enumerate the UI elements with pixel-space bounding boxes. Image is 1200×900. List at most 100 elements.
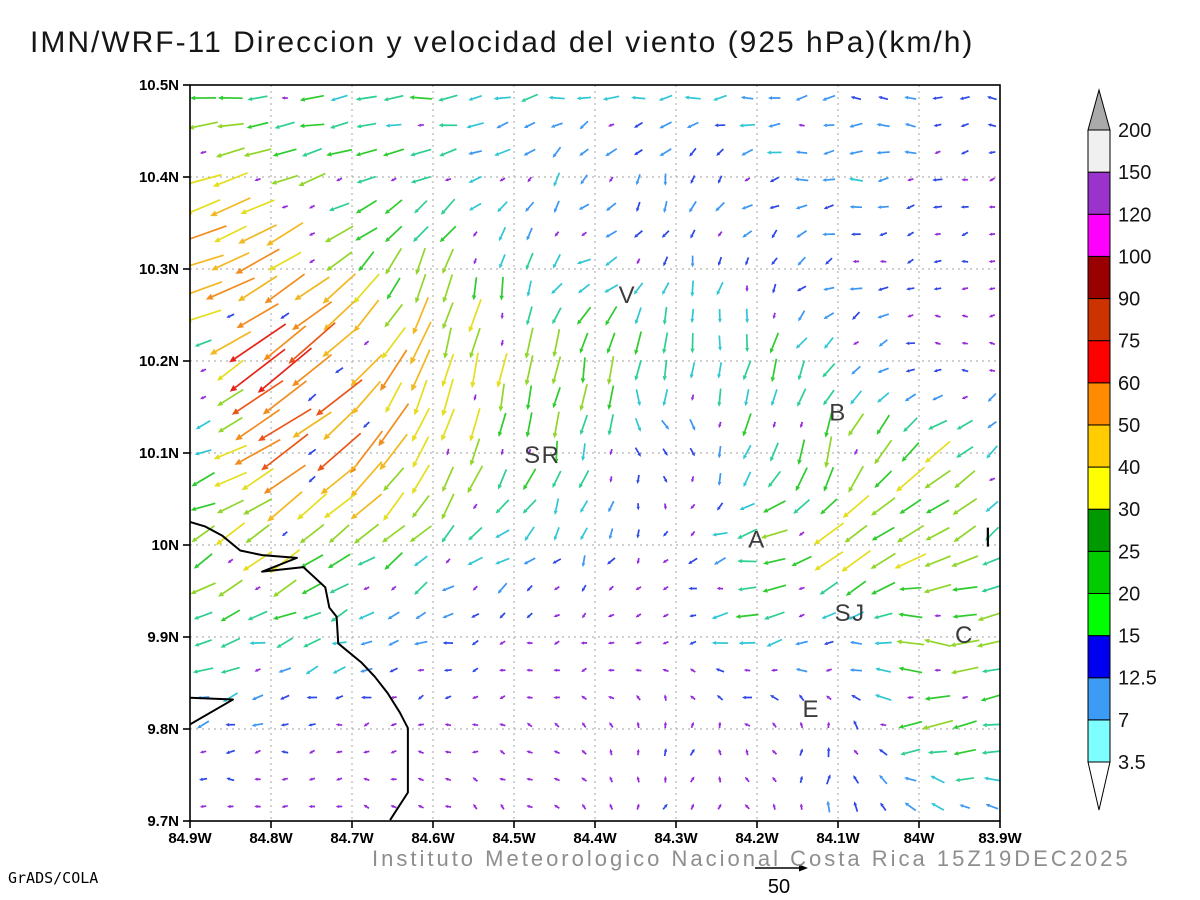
wind-arrow (553, 750, 560, 755)
wind-arrow (297, 492, 328, 520)
wind-arrow (444, 695, 452, 699)
wind-arrow (242, 550, 273, 571)
wind-arrow (663, 694, 668, 701)
wind-arrow (336, 177, 343, 182)
wind-arrow (190, 582, 216, 595)
wind-arrow (769, 694, 779, 701)
wind-arrow (302, 611, 322, 620)
wind-arrow (740, 95, 754, 100)
wind-arrow (309, 258, 315, 264)
wind-arrow (499, 640, 506, 645)
wind-arrow (320, 463, 358, 495)
grads-cola-watermark: GrADS/COLA (8, 869, 99, 887)
wind-arrow (245, 524, 270, 544)
wind-arrow (742, 230, 753, 238)
wind-arrow (662, 475, 668, 483)
wind-arrow (525, 201, 535, 212)
wind-arrow (468, 95, 483, 101)
wind-arrow (209, 330, 252, 355)
wind-arrow (500, 312, 504, 320)
wind-arrow (906, 287, 915, 291)
wind-arrow (468, 175, 482, 183)
wind-arrow (552, 307, 562, 325)
wind-arrow (267, 491, 303, 522)
wind-arrow (904, 393, 917, 402)
wind-arrow (823, 640, 834, 645)
wind-arrow (770, 668, 778, 672)
wind-arrow (636, 503, 640, 511)
wind-arrow (714, 123, 726, 128)
city-label: E (803, 696, 821, 723)
wind-arrow (961, 368, 969, 373)
wind-arrow (770, 358, 778, 383)
wind-arrow (636, 803, 640, 810)
wind-arrow (308, 749, 316, 754)
wind-arrow (988, 259, 996, 264)
wind-arrow (799, 721, 804, 729)
wind-arrow (580, 500, 589, 513)
wind-arrow (848, 177, 863, 182)
city-label: C (955, 622, 974, 649)
wind-arrow (961, 287, 969, 291)
wind-arrow (879, 259, 887, 264)
wind-arrow (961, 341, 968, 345)
wind-arrow (876, 150, 890, 155)
wind-arrow (579, 384, 588, 412)
wind-arrow (264, 273, 306, 304)
wind-arrow (580, 641, 588, 645)
colorbar-label: 150 (1118, 162, 1151, 184)
wind-arrow (813, 522, 844, 545)
wind-arrow (197, 720, 210, 729)
wind-arrow (689, 147, 697, 157)
wind-arrow (211, 251, 250, 271)
colorbar-label: 30 (1118, 499, 1140, 521)
wind-arrow (983, 776, 1000, 782)
wind-arrow (389, 667, 398, 673)
wind-arrow (822, 232, 836, 237)
wind-arrow (308, 204, 316, 209)
wind-arrow (335, 804, 343, 809)
wind-arrow (294, 276, 330, 301)
wind-arrow (951, 586, 978, 592)
wind-arrow (357, 556, 376, 566)
wind-arrow (772, 283, 777, 294)
wind-arrow (796, 230, 808, 238)
wind-arrow (934, 314, 941, 318)
wind-arrow (276, 637, 294, 648)
wind-arrow (634, 360, 642, 381)
wind-arrow (383, 467, 405, 492)
wind-arrow (411, 349, 431, 392)
wind-arrow (235, 248, 280, 274)
wind-arrow (360, 640, 373, 646)
wind-arrow (927, 419, 948, 430)
wind-arrow (272, 579, 297, 598)
city-label: V (619, 282, 637, 309)
wind-arrow (335, 695, 344, 700)
wind-arrow (760, 529, 788, 539)
wind-arrow (553, 804, 560, 809)
wind-arrow (554, 231, 560, 237)
wind-arrow (634, 230, 643, 238)
wind-arrow (200, 395, 207, 400)
wind-arrow (686, 121, 699, 129)
wind-arrow (952, 720, 977, 730)
wind-arrow (713, 556, 727, 565)
wind-arrow (904, 802, 917, 812)
wind-arrow (238, 224, 278, 244)
wind-arrow (443, 327, 452, 359)
wind-arrow (950, 666, 979, 675)
y-tick-label: 10.2N (139, 353, 179, 370)
wind-arrow (499, 695, 506, 700)
wind-arrow (662, 359, 668, 382)
wind-arrow (743, 723, 751, 727)
wind-arrow (960, 205, 969, 209)
wind-arrow (470, 352, 479, 389)
wind-arrow (932, 394, 944, 401)
wind-arrow (825, 668, 832, 672)
x-tick-label: 84.6W (411, 830, 455, 847)
wind-arrow (468, 150, 482, 155)
wind-arrow (798, 310, 806, 322)
wind-arrow (413, 379, 428, 416)
wind-arrow (363, 421, 370, 429)
wind-arrow (955, 777, 975, 782)
